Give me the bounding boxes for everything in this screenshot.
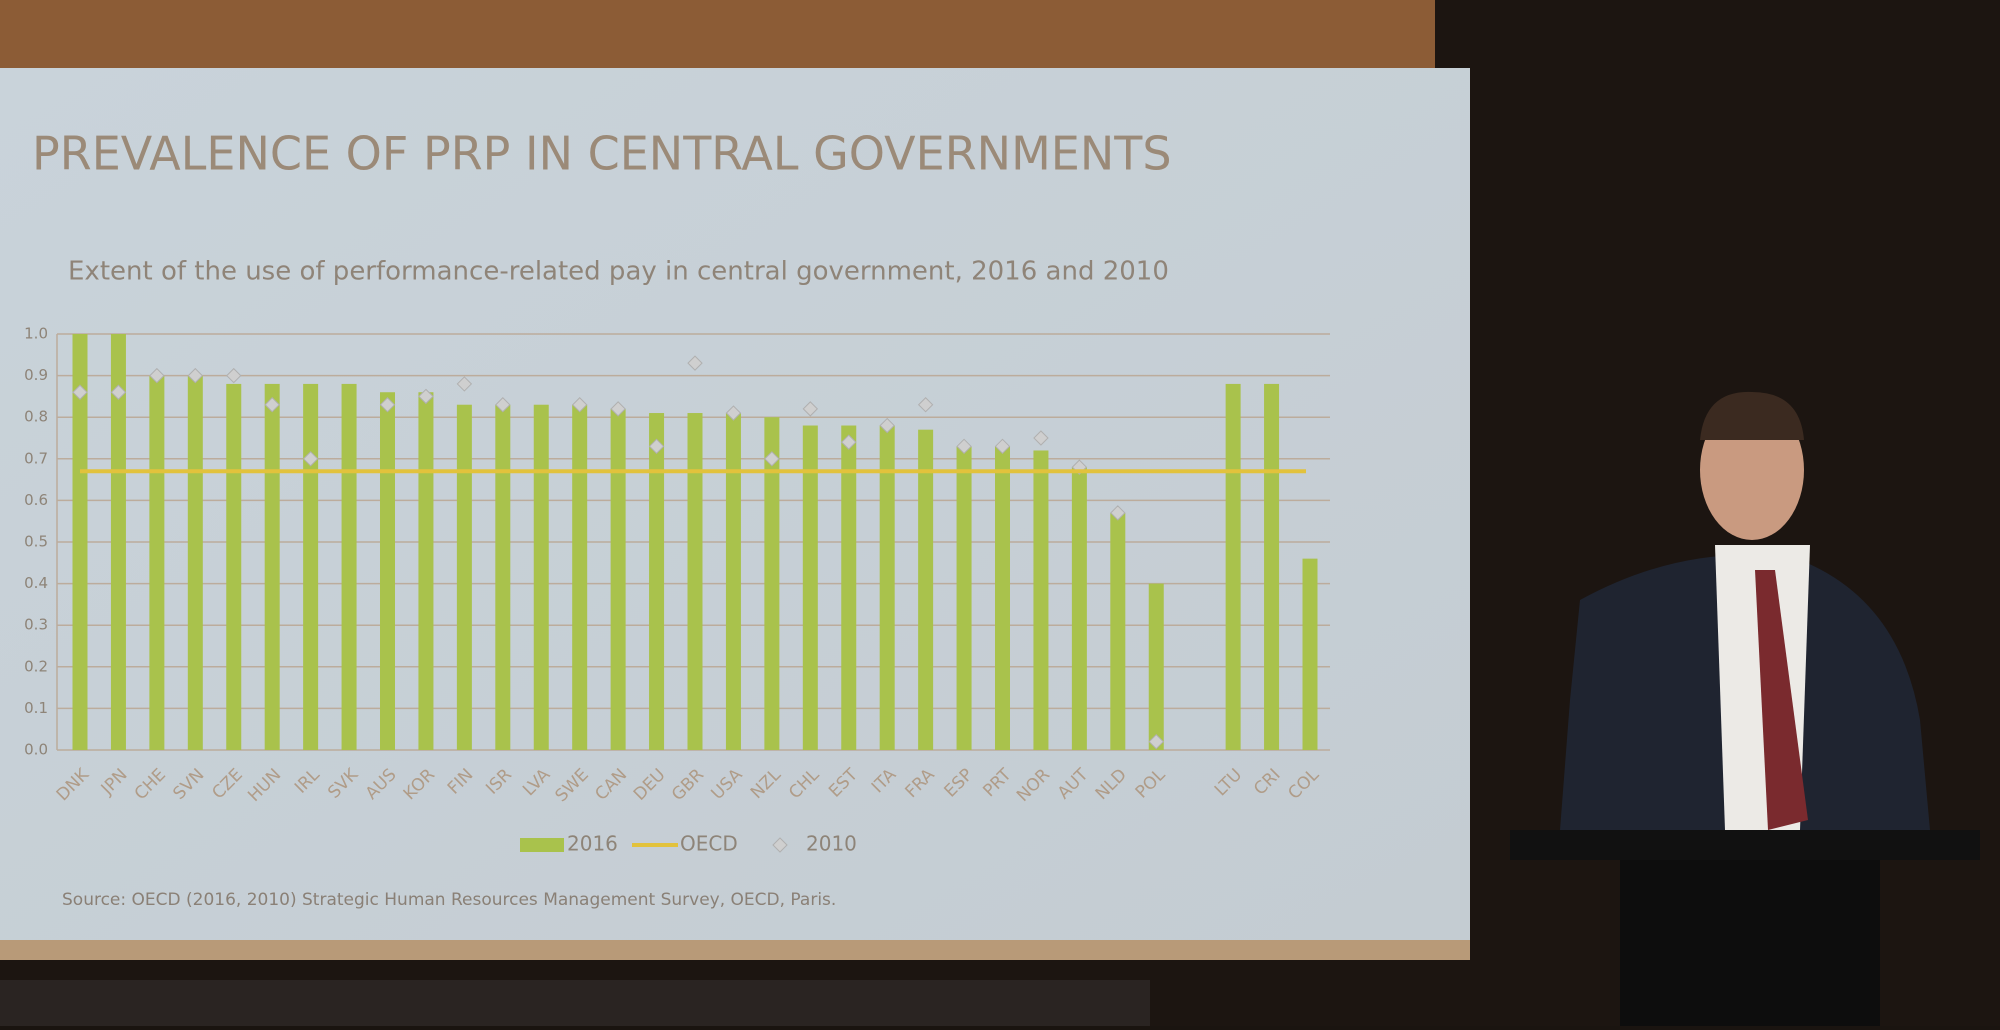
bar — [879, 425, 895, 750]
bar — [456, 404, 472, 750]
marker-2010 — [1033, 430, 1049, 446]
marker-2010 — [841, 434, 857, 450]
bar — [802, 425, 818, 750]
marker-2010 — [418, 388, 434, 405]
bar — [72, 334, 88, 750]
y-tick-label: 0.9 — [24, 366, 48, 384]
bar — [687, 413, 703, 750]
bar — [572, 404, 588, 750]
marker-2010 — [879, 417, 895, 434]
bar — [1264, 383, 1280, 750]
legend-swatch — [520, 838, 564, 852]
chart-subtitle: Extent of the use of performance-related… — [68, 257, 1169, 287]
marker-2010 — [302, 451, 319, 467]
chart-title: PREVALENCE OF PRP IN CENTRAL GOVERNMENTS — [32, 127, 1172, 181]
bar — [1033, 450, 1049, 750]
marker-2010 — [917, 397, 934, 413]
bar — [956, 446, 972, 750]
bar — [1110, 512, 1126, 750]
marker-2010 — [110, 384, 127, 400]
bar — [418, 392, 434, 750]
marker-2010 — [1148, 733, 1164, 750]
marker-2010 — [956, 438, 972, 455]
podium — [1620, 860, 1880, 1026]
y-tick-label: 0.7 — [24, 449, 48, 467]
marker-2010 — [226, 367, 242, 384]
marker-2010 — [264, 397, 280, 413]
tie — [1755, 570, 1808, 830]
marker-2010 — [725, 405, 742, 421]
bar — [1071, 467, 1087, 750]
marker-2010 — [149, 367, 165, 384]
y-tick-label: 0.5 — [24, 533, 48, 551]
y-tick-label: 0.6 — [24, 491, 48, 509]
marker-2010 — [764, 451, 780, 467]
bar — [187, 375, 203, 750]
bar — [725, 413, 741, 750]
bar — [110, 334, 126, 750]
speaker — [1510, 391, 1980, 1026]
hair — [1700, 391, 1804, 440]
bar — [495, 404, 511, 750]
bar — [841, 425, 857, 750]
bar — [380, 392, 395, 750]
source-note: Source: OECD (2016, 2010) Strategic Huma… — [62, 890, 836, 910]
bar — [341, 383, 357, 750]
y-tick-label: 1.0 — [24, 325, 48, 343]
bar — [610, 408, 626, 750]
bar — [1302, 558, 1318, 750]
legend-label: 2016 — [567, 832, 618, 856]
marker-2010 — [994, 438, 1011, 455]
podium-top — [1510, 830, 1980, 860]
bar — [918, 429, 934, 750]
marker-2010 — [495, 397, 511, 413]
marker-2010 — [379, 397, 396, 413]
y-tick-label: 0.1 — [24, 699, 48, 717]
y-tick-label: 0.3 — [24, 616, 48, 634]
bar — [226, 383, 242, 750]
screen-top-band — [0, 0, 1435, 68]
marker-2010 — [1110, 505, 1126, 521]
y-tick-label: 0.2 — [24, 657, 48, 675]
marker-2010 — [610, 401, 626, 417]
legend-label: OECD — [680, 832, 738, 856]
bar — [764, 417, 780, 750]
bar — [303, 383, 319, 750]
bar — [995, 446, 1010, 750]
bar — [1148, 583, 1164, 750]
y-tick-label: 0.4 — [24, 574, 48, 592]
marker-2010 — [571, 397, 588, 413]
screen-bottom-band — [0, 940, 1470, 960]
bar — [264, 383, 280, 750]
legend-label: 2010 — [806, 832, 857, 856]
marker-2010 — [72, 384, 88, 400]
legend-swatch — [772, 837, 788, 853]
marker-2010 — [187, 367, 204, 384]
bar — [1225, 383, 1241, 750]
chairs — [0, 980, 1150, 1026]
marker-2010 — [456, 376, 473, 392]
y-tick-label: 0.0 — [24, 741, 48, 759]
marker-2010 — [687, 355, 703, 371]
marker-2010 — [802, 401, 819, 417]
marker-2010 — [648, 438, 665, 455]
bar — [149, 375, 165, 750]
bar — [533, 404, 549, 750]
y-tick-label: 0.8 — [24, 408, 48, 426]
bar — [649, 413, 665, 750]
